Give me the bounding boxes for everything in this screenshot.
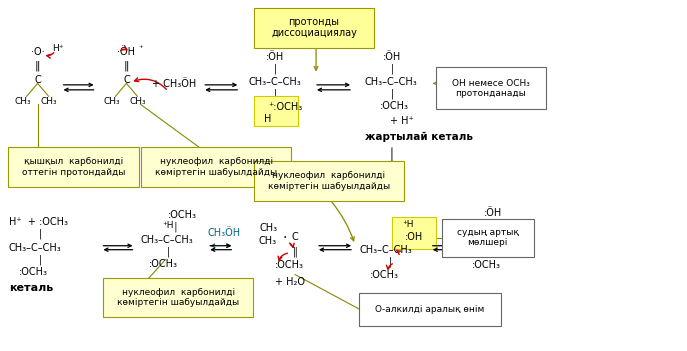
Text: |: |	[491, 219, 495, 229]
Text: нуклеофил  карбонилді
көміртегін шабуылдайды: нуклеофил карбонилді көміртегін шабуылда…	[268, 171, 390, 191]
Text: H⁺  + :OCH₃: H⁺ + :OCH₃	[9, 217, 68, 227]
Text: + CH₃ÖH: + CH₃ÖH	[153, 79, 196, 90]
Text: :OCH₃: :OCH₃	[380, 101, 409, 111]
Text: :OCH₃: :OCH₃	[370, 270, 399, 280]
Text: протонды
диссоциациялау: протонды диссоциациялау	[271, 17, 357, 38]
FancyBboxPatch shape	[8, 147, 139, 187]
Text: + H₂O: + H₂O	[275, 277, 305, 286]
Text: судың артық
мөлшері: судың артық мөлшері	[457, 228, 519, 247]
Text: |: |	[491, 246, 495, 257]
Text: CH₃: CH₃	[103, 97, 120, 106]
Text: ⁺H: ⁺H	[162, 221, 174, 230]
Text: |: |	[273, 88, 277, 99]
Text: ·ÖH: ·ÖH	[117, 47, 135, 58]
FancyBboxPatch shape	[392, 217, 436, 249]
Text: C: C	[123, 75, 130, 85]
Text: нуклеофил  карбонилді
көміртегін шабуылдайды: нуклеофил карбонилді көміртегін шабуылда…	[155, 157, 278, 177]
Text: ОН немесе ОСН₃
протонданады: ОН немесе ОСН₃ протонданады	[452, 79, 530, 98]
FancyBboxPatch shape	[436, 67, 545, 109]
Text: H: H	[264, 114, 272, 124]
Text: C: C	[34, 75, 41, 85]
FancyBboxPatch shape	[254, 96, 298, 126]
Text: ⁺: ⁺	[138, 44, 143, 53]
Text: :ÖH: :ÖH	[484, 208, 502, 218]
Text: нуклеофил  карбонилді
көміртегін шабуылдайды: нуклеофил карбонилді көміртегін шабуылда…	[117, 288, 239, 307]
Text: кеталь: кеталь	[9, 283, 53, 292]
Text: CH₃ÖH: CH₃ÖH	[207, 228, 241, 238]
Text: :OCH₃: :OCH₃	[472, 260, 501, 270]
Text: |: |	[390, 88, 394, 99]
Text: :OCH₃: :OCH₃	[275, 260, 304, 270]
Text: ⁺H: ⁺H	[403, 220, 414, 229]
Text: :ÖH: :ÖH	[383, 52, 401, 62]
FancyBboxPatch shape	[254, 8, 374, 47]
Text: қышқыл  карбонилді
оттегін протондайды: қышқыл карбонилді оттегін протондайды	[22, 157, 125, 177]
Text: C: C	[292, 232, 298, 242]
FancyBboxPatch shape	[104, 278, 254, 317]
Text: |: |	[39, 254, 42, 265]
Text: |: |	[168, 221, 178, 232]
Text: CH₃: CH₃	[41, 97, 57, 106]
Text: :OCH₃: :OCH₃	[148, 259, 177, 269]
Text: CH₃–C–CH₃: CH₃–C–CH₃	[360, 245, 413, 255]
Text: CH₃–C–CH₃: CH₃–C–CH₃	[248, 77, 301, 87]
Text: ⁺:OCH₃: ⁺:OCH₃	[268, 102, 302, 112]
Text: :ÖH: :ÖH	[266, 52, 284, 62]
Text: ·: ·	[283, 231, 287, 245]
Text: ‖: ‖	[124, 60, 129, 71]
Text: H⁺: H⁺	[52, 44, 63, 53]
Text: :OH: :OH	[405, 232, 423, 242]
FancyBboxPatch shape	[359, 292, 501, 326]
Text: CH₃: CH₃	[258, 236, 276, 246]
Text: ‖: ‖	[293, 246, 297, 257]
Text: |: |	[39, 229, 42, 239]
Text: О-алкилді аралық өнім: О-алкилді аралық өнім	[375, 305, 484, 314]
Text: |: |	[388, 257, 392, 267]
Text: жартылай кеталь: жартылай кеталь	[365, 132, 473, 142]
Text: CH₃–C–CH₃: CH₃–C–CH₃	[140, 235, 193, 245]
Text: CH₃–C–CH₃: CH₃–C–CH₃	[9, 243, 61, 253]
Text: ‖: ‖	[35, 60, 41, 71]
Text: CH₃–C–CH₃: CH₃–C–CH₃	[464, 233, 517, 243]
Text: |: |	[167, 246, 170, 257]
FancyBboxPatch shape	[442, 219, 534, 257]
FancyBboxPatch shape	[142, 147, 291, 187]
Text: CH₃–C–CH₃: CH₃–C–CH₃	[365, 77, 418, 87]
Text: :OCH₃: :OCH₃	[168, 210, 197, 220]
Text: CH₃: CH₃	[259, 223, 278, 233]
Text: CH₃: CH₃	[14, 97, 31, 106]
FancyBboxPatch shape	[254, 161, 404, 201]
Text: + H⁺: + H⁺	[390, 116, 414, 126]
Text: ·O·: ·O·	[31, 47, 45, 58]
Text: |: |	[390, 63, 394, 74]
Text: :OCH₃: :OCH₃	[19, 267, 47, 277]
Text: CH₃: CH₃	[129, 97, 146, 106]
Text: |: |	[273, 63, 277, 74]
